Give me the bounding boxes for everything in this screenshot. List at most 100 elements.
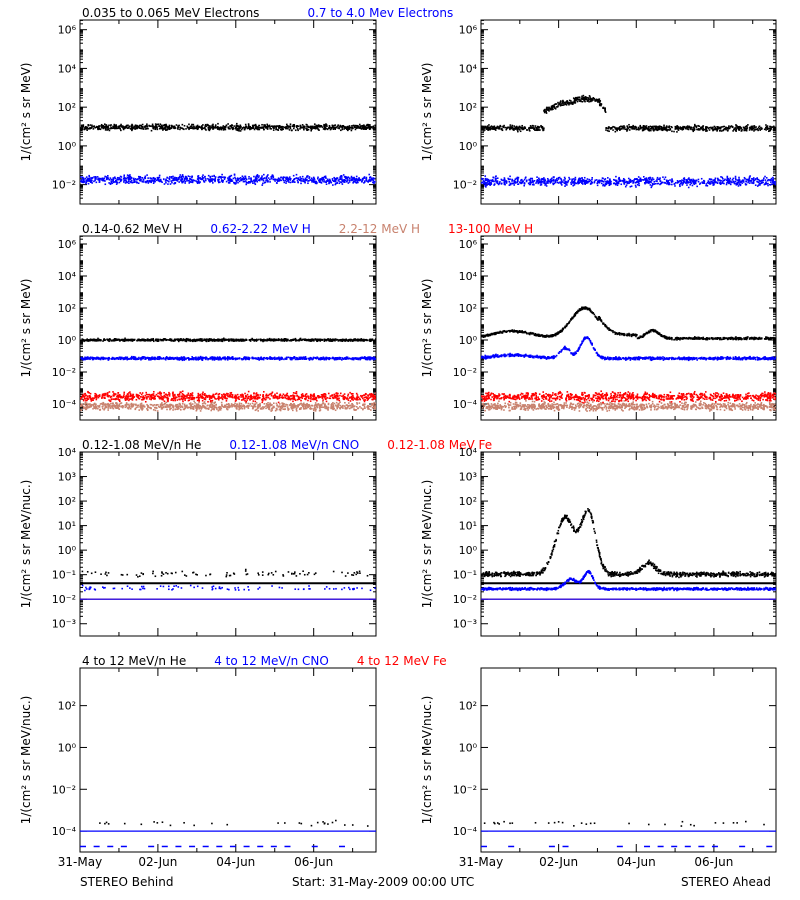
- data-point: [140, 124, 142, 127]
- data-point: [770, 178, 772, 181]
- data-point: [586, 181, 589, 184]
- data-point: [575, 182, 578, 185]
- data-point: [614, 183, 617, 186]
- data-point: [718, 127, 720, 129]
- data-point: [347, 182, 350, 184]
- data-point: [701, 181, 704, 183]
- data-point: [85, 339, 87, 341]
- data-point: [632, 182, 634, 184]
- y-tick-label: 10⁶: [58, 238, 77, 251]
- data-point: [523, 184, 526, 187]
- data-point: [339, 177, 342, 180]
- data-point: [591, 99, 593, 101]
- data-point: [217, 126, 219, 129]
- data-point: [347, 128, 349, 131]
- data-point: [564, 185, 566, 187]
- data-point: [772, 181, 774, 184]
- data-point: [706, 181, 709, 184]
- data-point: [185, 176, 188, 178]
- data-point: [221, 173, 223, 176]
- data-point: [363, 177, 365, 179]
- data-point: [202, 339, 205, 342]
- data-point: [482, 125, 485, 128]
- data-point: [353, 177, 356, 180]
- data-point: [83, 127, 86, 129]
- data-point: [698, 125, 700, 128]
- data-point: [347, 340, 349, 342]
- data-point: [253, 175, 255, 178]
- data-point: [98, 181, 101, 183]
- data-point: [90, 181, 92, 183]
- data-point: [353, 178, 356, 181]
- data-point: [108, 124, 110, 127]
- data-point: [255, 125, 257, 128]
- data-point: [701, 126, 704, 129]
- data-point: [711, 128, 714, 130]
- data-point: [617, 181, 620, 184]
- data-point: [312, 127, 315, 129]
- data-point: [344, 177, 347, 179]
- y-tick-label: 10⁻²: [453, 179, 477, 192]
- data-point: [247, 123, 250, 125]
- data-point: [351, 339, 354, 341]
- data-point: [569, 100, 572, 102]
- data-point: [306, 339, 308, 341]
- data-point: [332, 338, 335, 341]
- y-tick-label: 10⁰: [58, 140, 77, 153]
- data-point: [250, 177, 252, 180]
- data-point: [597, 100, 600, 102]
- data-point: [349, 339, 351, 341]
- data-point: [154, 127, 157, 129]
- data-point: [621, 127, 623, 130]
- data-point: [368, 125, 370, 128]
- data-point: [285, 182, 287, 184]
- data-point: [83, 128, 86, 131]
- data-point: [713, 125, 716, 128]
- data-point: [740, 127, 742, 129]
- data-point: [299, 338, 302, 341]
- data-point: [518, 128, 521, 131]
- data-point: [653, 129, 656, 131]
- data-point: [635, 186, 637, 188]
- data-point: [692, 130, 695, 133]
- data-point: [94, 126, 97, 129]
- data-point: [679, 180, 681, 182]
- data-point: [158, 174, 161, 177]
- data-point: [106, 177, 108, 180]
- data-point: [93, 126, 95, 128]
- data-point: [667, 181, 669, 183]
- data-point: [568, 176, 570, 179]
- data-point: [519, 181, 521, 183]
- data-point: [602, 184, 604, 187]
- data-point: [703, 180, 706, 183]
- data-point: [503, 178, 506, 181]
- data-point: [751, 182, 753, 184]
- data-point: [511, 124, 514, 127]
- data-point: [328, 339, 331, 342]
- data-point: [189, 178, 191, 180]
- data-point: [742, 181, 745, 183]
- data-point: [109, 183, 112, 185]
- data-point: [372, 177, 375, 179]
- data-point: [164, 123, 166, 126]
- data-point: [720, 176, 722, 178]
- data-point: [540, 124, 542, 127]
- data-point: [179, 338, 181, 341]
- data-point: [481, 125, 483, 128]
- data-point: [123, 340, 125, 342]
- data-point: [665, 127, 668, 129]
- data-point: [259, 178, 262, 180]
- data-point: [281, 129, 283, 131]
- data-point: [619, 129, 621, 131]
- data-point: [92, 128, 95, 130]
- data-point: [348, 125, 351, 127]
- data-point: [774, 181, 776, 183]
- data-point: [726, 176, 729, 179]
- data-point: [180, 176, 183, 179]
- data-point: [577, 180, 579, 183]
- data-point: [709, 181, 711, 184]
- data-point: [705, 126, 707, 128]
- data-point: [517, 176, 520, 179]
- data-point: [105, 124, 108, 126]
- y-tick-label: 10⁴: [459, 62, 478, 75]
